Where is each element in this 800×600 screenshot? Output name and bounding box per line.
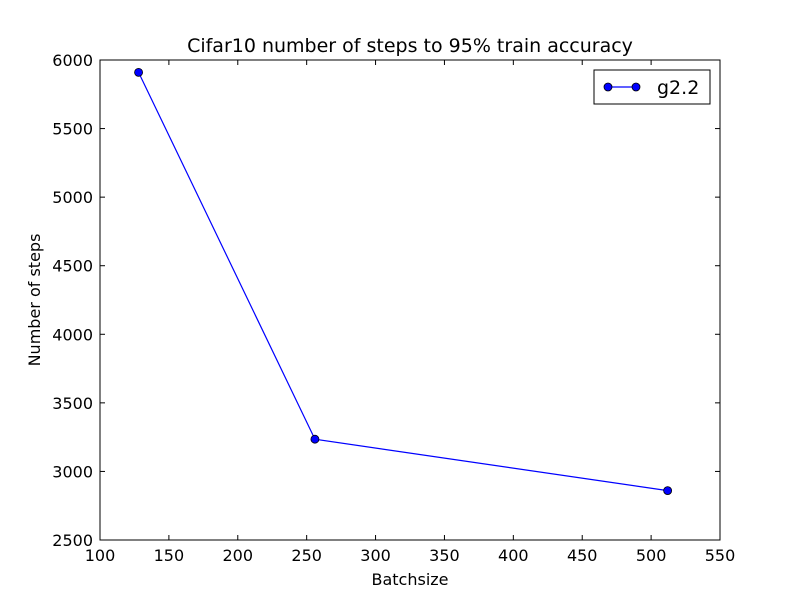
x-tick-label: 200 <box>223 546 254 565</box>
series-line <box>138 72 668 492</box>
plot-frame <box>99 59 721 541</box>
x-axis-title: Batchsize <box>371 570 448 589</box>
y-tick-label: 2500 <box>52 531 93 550</box>
data-point <box>310 434 320 444</box>
y-tick-label: 3500 <box>52 394 93 413</box>
x-tick-label: 400 <box>498 546 529 565</box>
y-tick-label: 6000 <box>52 51 93 70</box>
x-tick-label: 550 <box>705 546 736 565</box>
legend-label: g2.2 <box>657 77 699 99</box>
legend-point-marker <box>631 82 641 92</box>
y-tick-label: 3000 <box>52 462 93 481</box>
x-tick-label: 350 <box>429 546 460 565</box>
x-tick-label: 500 <box>636 546 667 565</box>
x-tick-label: 100 <box>85 546 116 565</box>
y-axis-title: Number of steps <box>25 234 44 367</box>
series-layer <box>134 67 673 496</box>
x-tick-label: 450 <box>567 546 598 565</box>
y-tick-label: 5000 <box>52 188 93 207</box>
legend: g2.2 <box>593 69 711 105</box>
y-tick-labels: 2500 3000 3500 4000 4500 5000 5500 6000 <box>52 51 93 550</box>
data-point <box>134 67 143 77</box>
data-point <box>663 486 673 496</box>
ticks-layer <box>99 59 721 541</box>
y-tick-label: 5500 <box>52 120 93 139</box>
chart-title: Cifar10 number of steps to 95% train acc… <box>187 35 633 57</box>
legend-point-marker <box>603 82 613 92</box>
x-tick-label: 300 <box>360 546 391 565</box>
y-tick-label: 4500 <box>52 257 93 276</box>
y-tick-label: 4000 <box>52 325 93 344</box>
x-tick-label: 250 <box>291 546 322 565</box>
x-tick-labels: 100 150 200 250 300 350 400 450 500 550 <box>85 546 736 565</box>
x-tick-label: 150 <box>154 546 185 565</box>
